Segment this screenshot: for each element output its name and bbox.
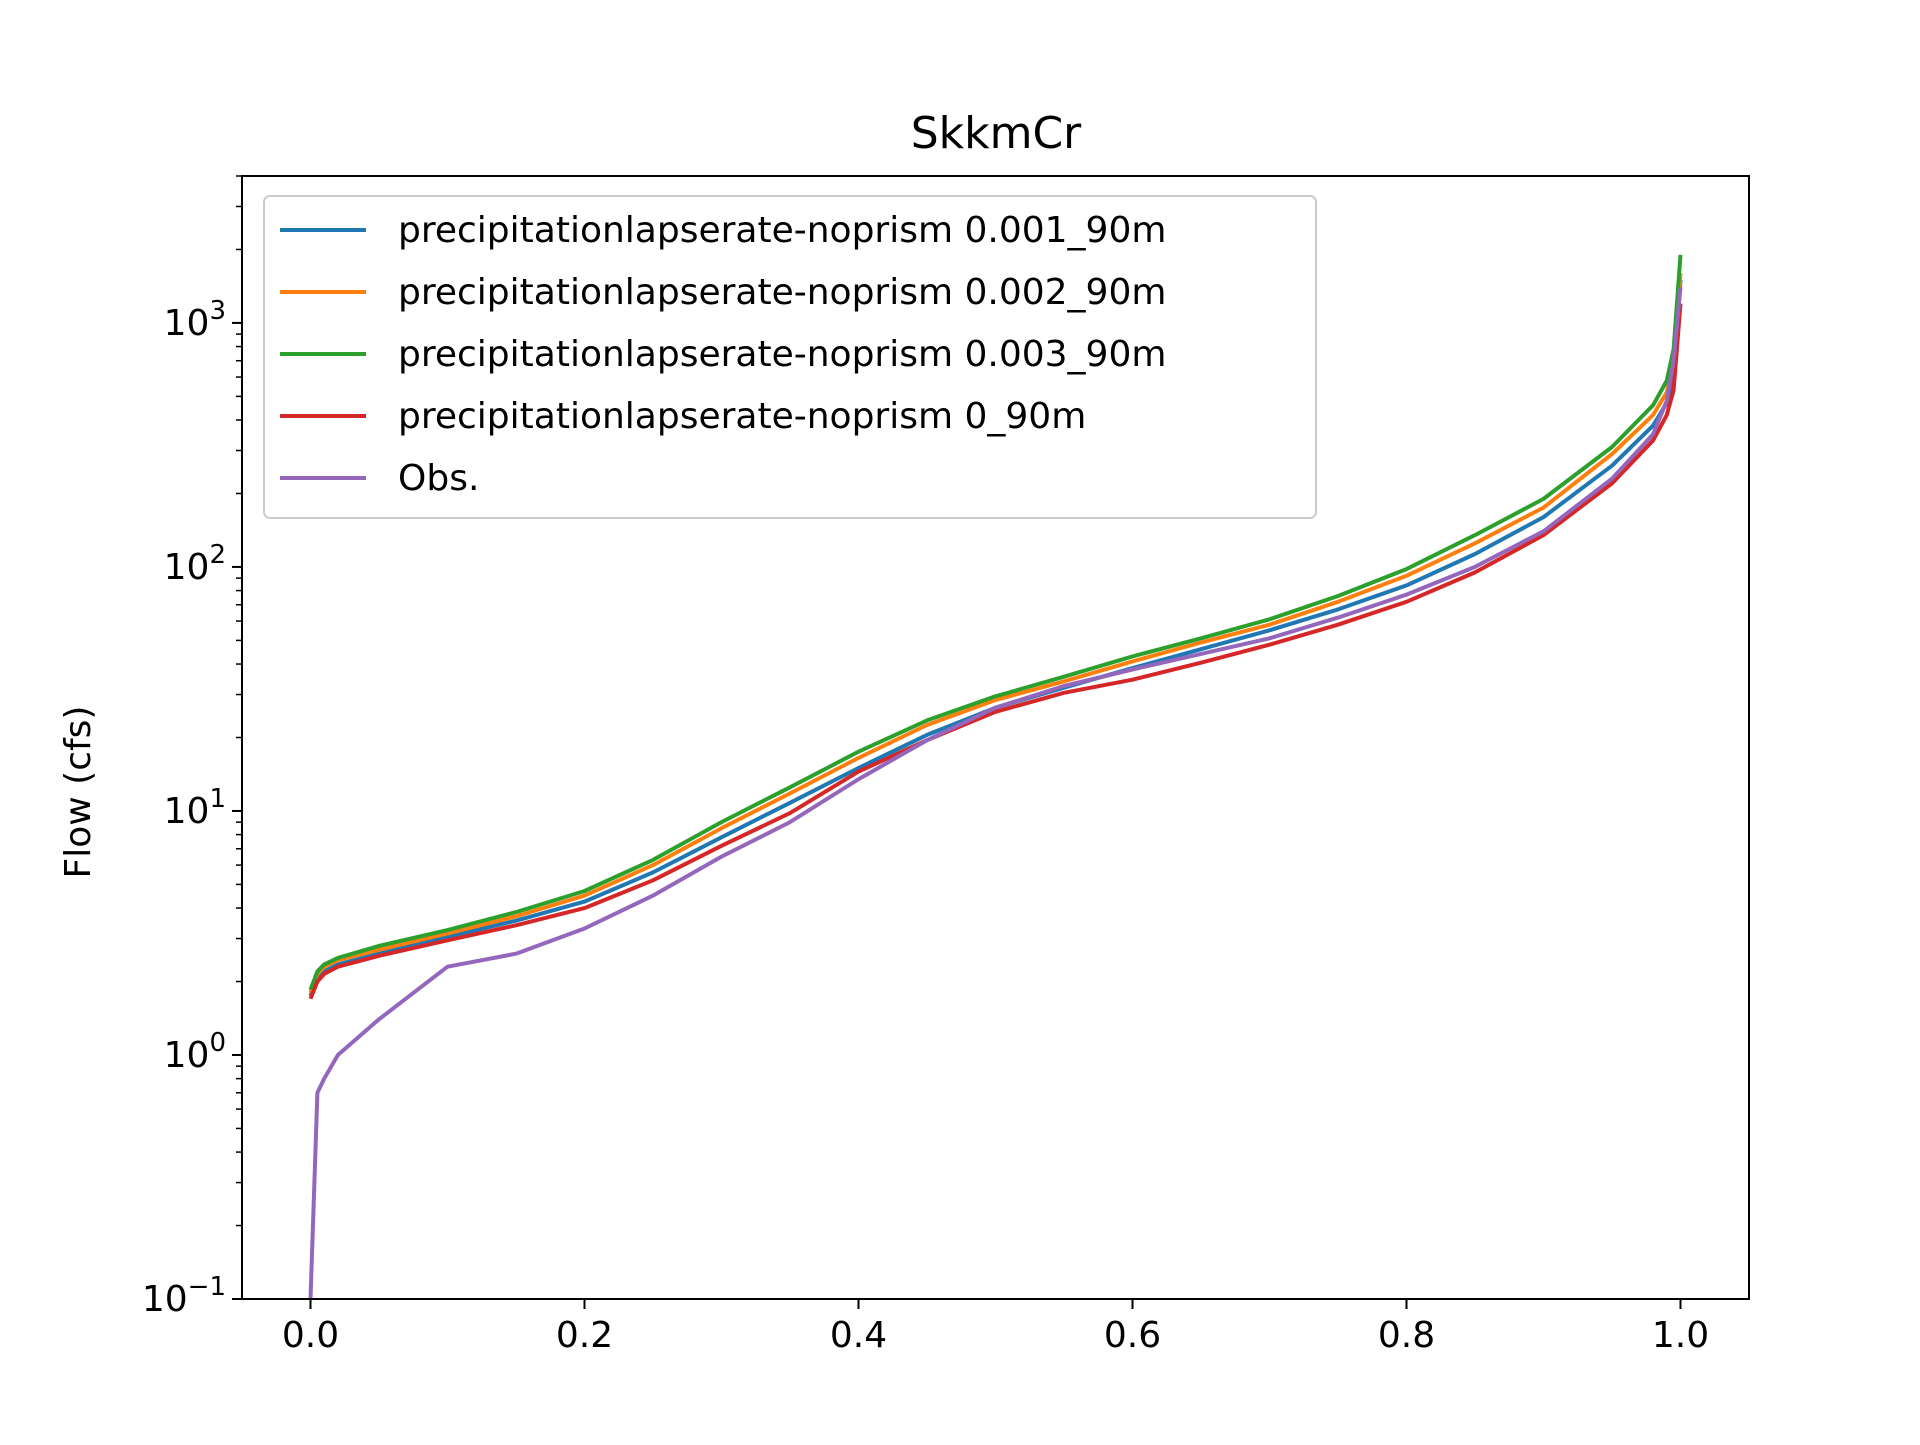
y-tick-base: 10	[164, 547, 210, 588]
x-tick-label: 0.2	[556, 1315, 613, 1356]
y-tick-exponent: −1	[188, 1272, 226, 1302]
y-axis-label: Flow (cfs)	[58, 706, 99, 879]
x-tick-label: 0.8	[1378, 1315, 1435, 1356]
chart-title: SkkmCr	[911, 108, 1082, 159]
legend-label: precipitationlapserate-noprism 0.002_90m	[398, 272, 1166, 313]
x-tick-label: 1.0	[1652, 1315, 1709, 1356]
y-tick-label: 102	[164, 540, 226, 588]
x-tick-label: 0.4	[830, 1315, 887, 1356]
y-tick-label: 103	[164, 296, 226, 344]
y-tick-exponent: 3	[209, 296, 226, 326]
plot-frame	[241, 175, 1750, 1300]
x-tick-label: 0.0	[282, 1315, 339, 1356]
series-layer	[308, 254, 1683, 1300]
legend-label: precipitationlapserate-noprism 0.001_90m	[398, 210, 1166, 251]
series-line	[308, 287, 1683, 1300]
y-tick-base: 10	[142, 1279, 188, 1320]
series-line	[308, 272, 1683, 994]
x-tick-label: 0.6	[1104, 1315, 1161, 1356]
legend-label: Obs.	[398, 458, 479, 499]
y-tick-label: 100	[164, 1028, 226, 1076]
y-tick-exponent: 2	[209, 540, 226, 570]
series-line	[308, 254, 1683, 991]
legend-label: precipitationlapserate-noprism 0.003_90m	[398, 334, 1166, 375]
y-tick-exponent: 0	[209, 1028, 226, 1058]
legend-box	[263, 195, 1317, 519]
y-tick-base: 10	[164, 303, 210, 344]
y-tick-exponent: 1	[209, 784, 226, 814]
y-tick-base: 10	[164, 1035, 210, 1076]
y-tick-label: 101	[164, 784, 226, 832]
series-line	[308, 303, 1683, 1000]
legend-label: precipitationlapserate-noprism 0_90m	[398, 396, 1086, 437]
y-tick-base: 10	[164, 791, 210, 832]
legend: precipitationlapserate-noprism 0.001_90m…	[263, 195, 1317, 519]
y-tick-label: 10−1	[142, 1272, 226, 1320]
